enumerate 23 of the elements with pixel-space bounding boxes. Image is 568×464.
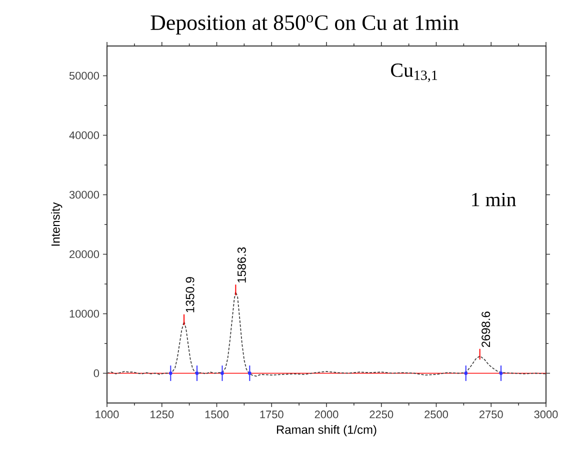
x-tick-label: 2000 <box>314 410 338 418</box>
chart-title: Deposition at 850$^{o}$C on Cu at 1min <box>150 15 459 35</box>
y-axis-title: Intensity <box>51 202 62 246</box>
annotation: 2698.6 <box>482 312 490 348</box>
y-tick-label: 30000 <box>69 190 100 199</box>
x-tick-label: 1000 <box>96 410 119 418</box>
y-tick-label: 10000 <box>70 310 100 318</box>
annotation: 1586.3 <box>237 247 246 282</box>
y-tick-label: 20000 <box>70 250 100 258</box>
y-tick-label: 0 <box>94 369 100 378</box>
annotation: 1 min <box>472 192 516 206</box>
x-tick-label: 2250 <box>370 410 394 418</box>
x-tick-label: 2750 <box>479 410 503 418</box>
x-axis-title: Raman shift (1/cm) <box>276 425 376 436</box>
y-tick-label: 50000 <box>69 72 100 80</box>
annotation: Cu$_{13,1}$ <box>391 64 438 82</box>
x-tick-label: 1250 <box>150 410 174 418</box>
x-tick-label: 1750 <box>260 410 284 418</box>
x-tick-label: 2500 <box>424 410 448 418</box>
x-tick-label: 1500 <box>205 410 228 418</box>
x-tick-label: 3000 <box>534 410 558 418</box>
annotation: 1350.9 <box>186 277 194 312</box>
y-tick-label: 40000 <box>69 131 100 140</box>
